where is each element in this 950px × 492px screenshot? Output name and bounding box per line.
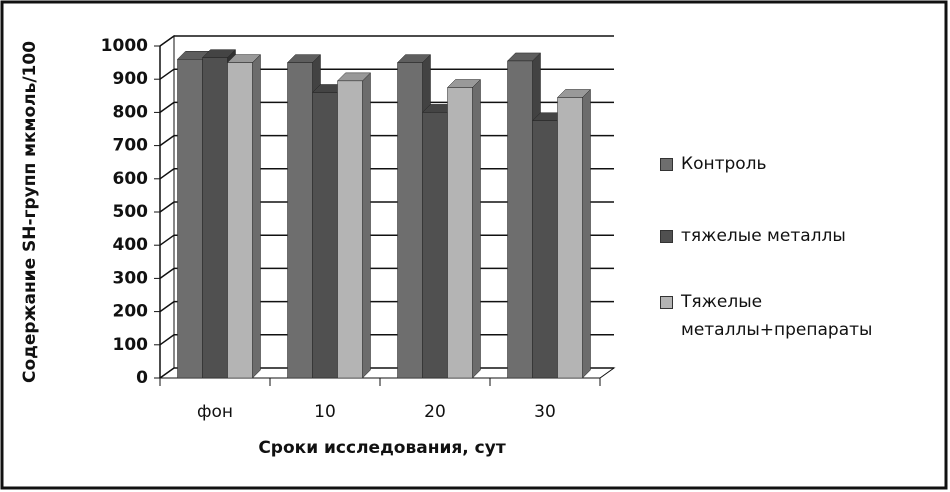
- bar: [507, 60, 533, 379]
- bar-side: [252, 53, 261, 379]
- y-tick-label: 800: [113, 102, 149, 122]
- legend-swatch: [660, 230, 673, 243]
- bar-side: [472, 78, 481, 379]
- y-tick-label: 700: [113, 136, 149, 156]
- y-tick-label: 100: [113, 335, 149, 355]
- bar: [422, 112, 448, 379]
- legend-swatch: [660, 296, 673, 309]
- x-tick-label: 20: [424, 402, 446, 422]
- bar: [312, 92, 338, 379]
- legend-item: Контроль: [660, 150, 930, 178]
- legend-label: Контроль: [681, 154, 767, 174]
- y-tick-label: 0: [136, 368, 148, 388]
- bar-side: [362, 72, 371, 379]
- y-tick-label: 600: [113, 169, 149, 189]
- legend-item: Тяжелые металлы+препараты: [660, 288, 930, 344]
- bar: [447, 87, 473, 379]
- bar: [532, 120, 558, 379]
- bar: [397, 62, 423, 379]
- bar: [177, 59, 203, 379]
- legend-swatch: [660, 158, 673, 171]
- bar: [557, 97, 583, 379]
- legend-item: тяжелые металлы: [660, 222, 930, 250]
- grid-line: [159, 35, 614, 47]
- y-axis-label: Содержание SH-групп мкмоль/100: [20, 41, 40, 383]
- legend-label: тяжелые металлы: [681, 226, 846, 246]
- x-tick-label: 30: [534, 402, 556, 422]
- x-tick-label: фон: [197, 402, 233, 422]
- bar: [337, 80, 363, 379]
- y-tick-label: 900: [113, 69, 149, 89]
- legend-label: Тяжелые металлы+препараты: [681, 292, 873, 340]
- y-tick-label: 300: [113, 268, 149, 288]
- x-axis-label: Сроки исследования, сут: [258, 438, 505, 458]
- bar: [202, 57, 228, 379]
- y-tick-label: 500: [113, 202, 149, 222]
- grid-line: [159, 68, 614, 80]
- bar-side: [582, 88, 591, 379]
- y-tick-label: 1000: [101, 36, 148, 56]
- y-tick-label: 400: [113, 235, 149, 255]
- x-tick-label: 10: [314, 402, 336, 422]
- y-tick-label: 200: [113, 302, 149, 322]
- bar: [287, 62, 313, 379]
- bar: [227, 62, 253, 379]
